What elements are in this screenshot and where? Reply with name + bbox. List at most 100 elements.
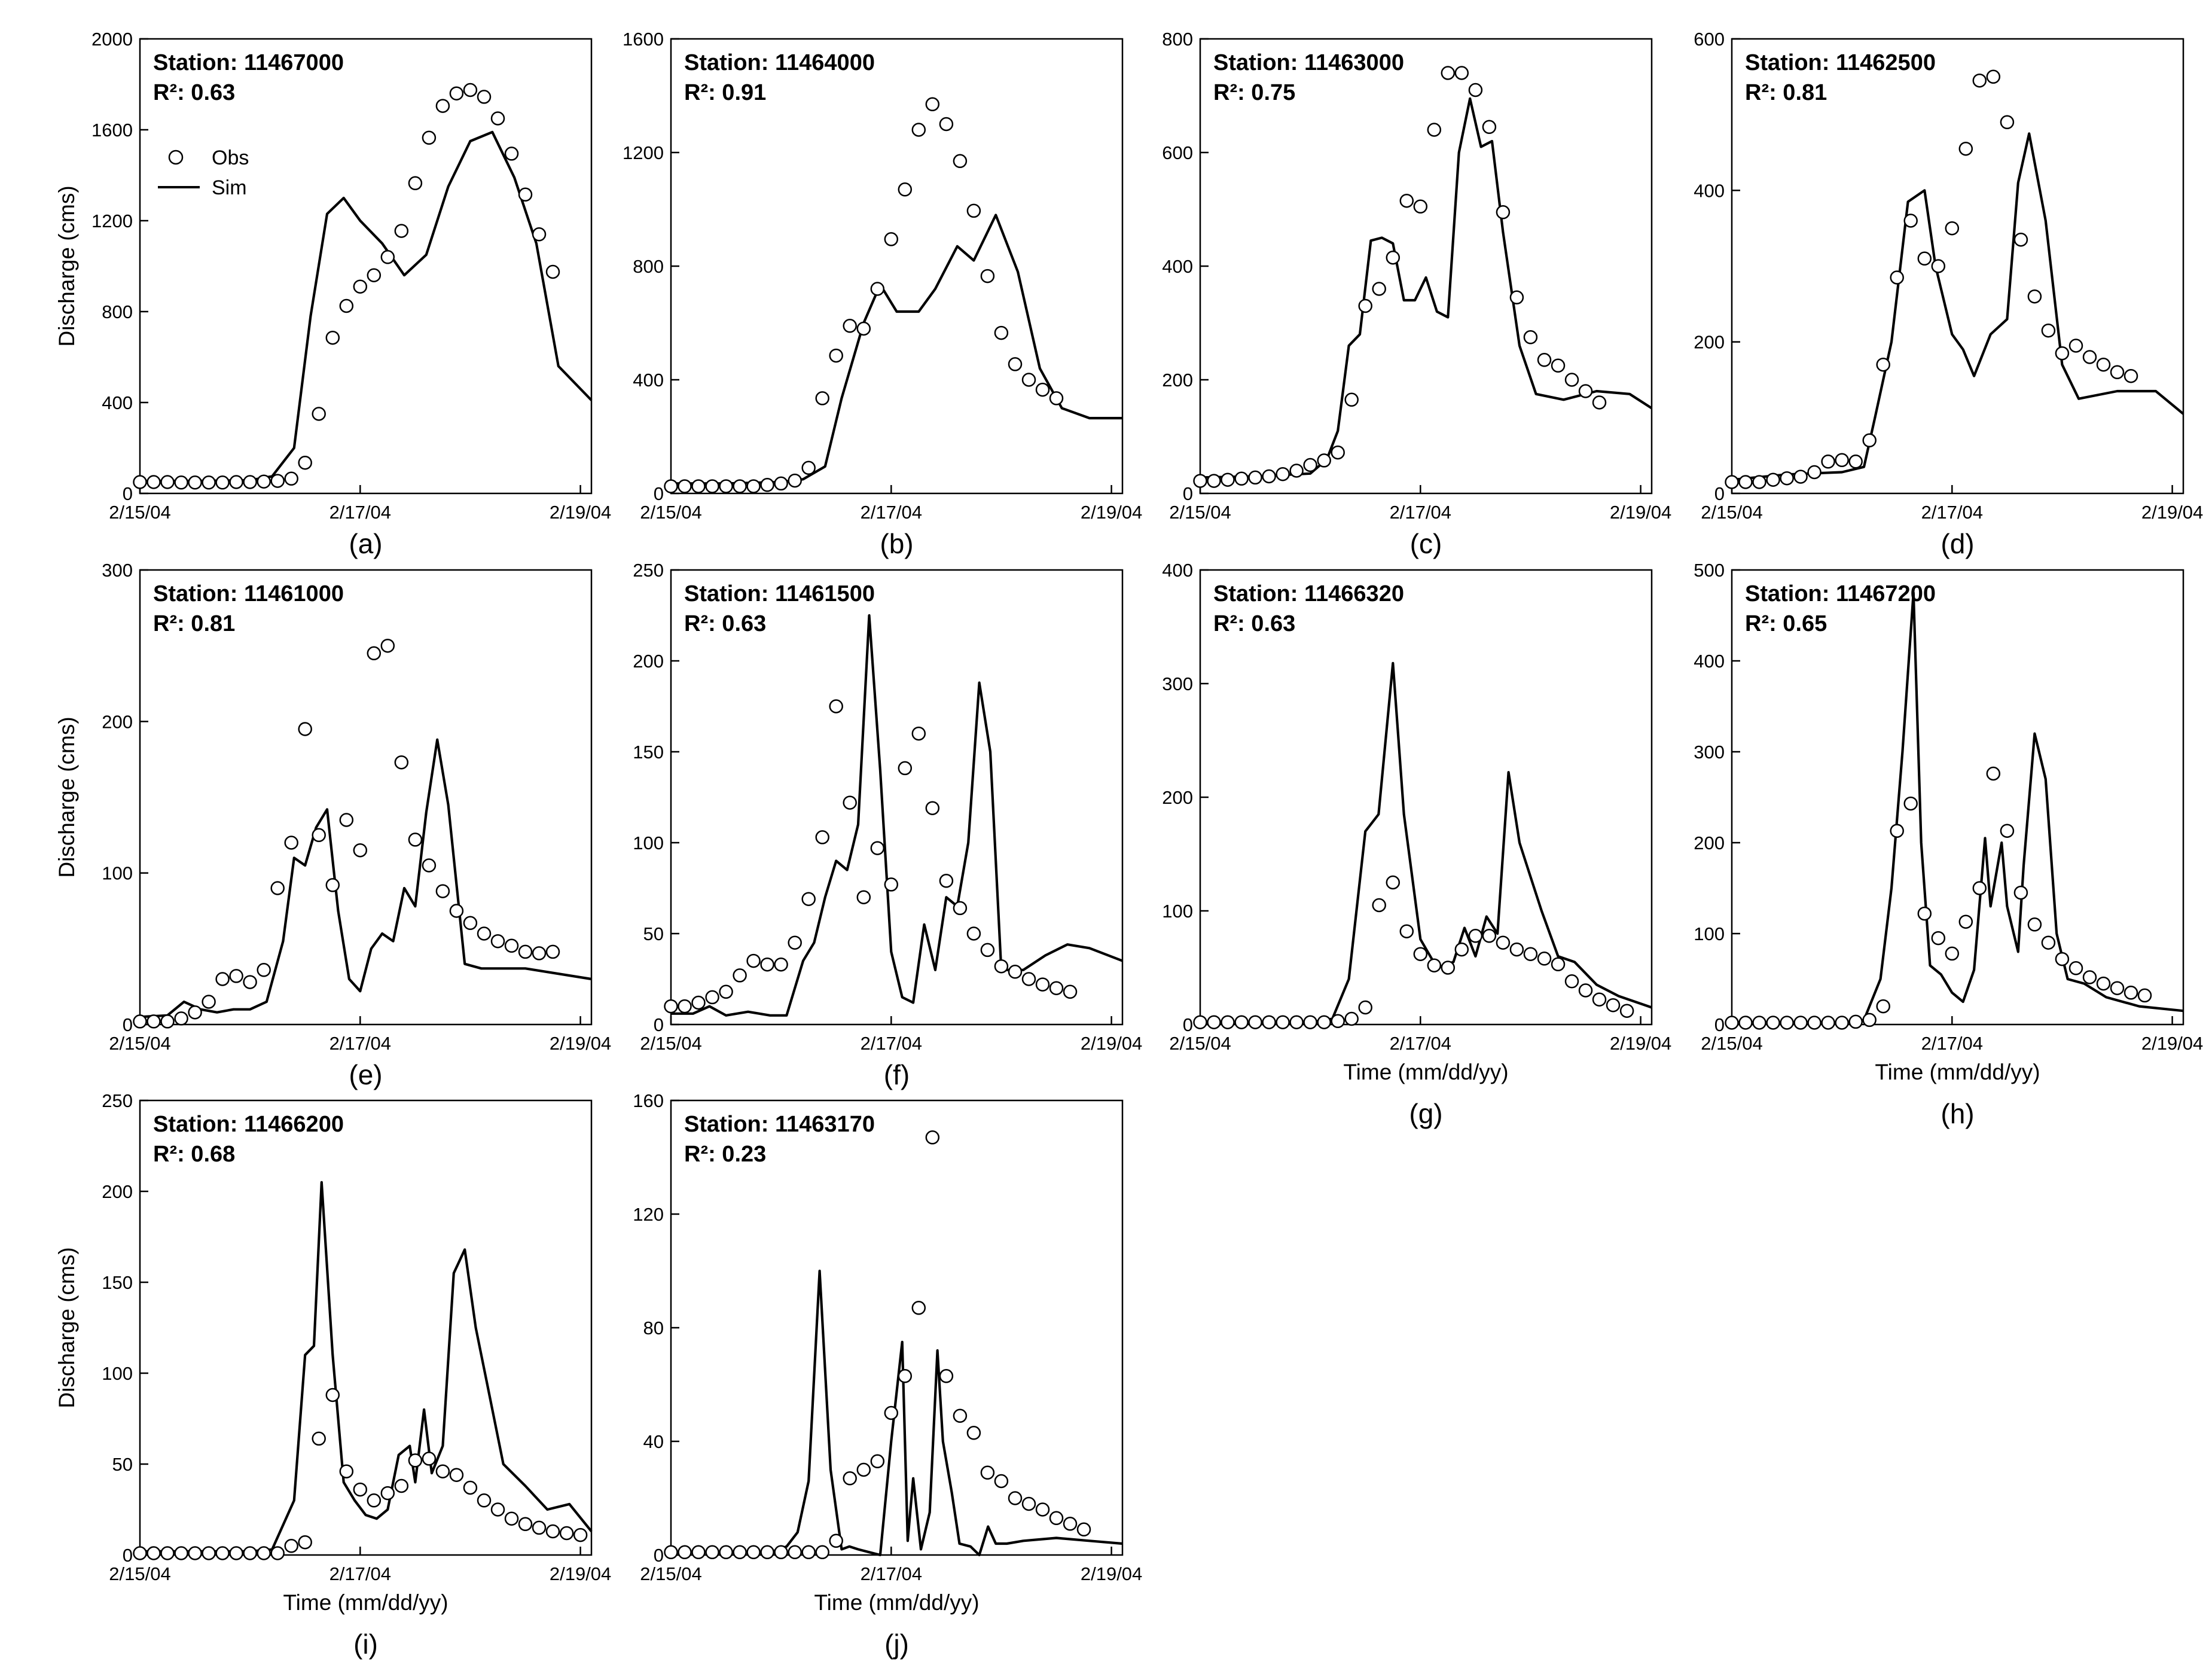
obs-point xyxy=(856,1462,871,1477)
y-tick-label: 0 xyxy=(654,483,664,504)
y-tick-label: 200 xyxy=(1694,332,1725,353)
y-tick-label: 40 xyxy=(643,1431,664,1452)
obs-point xyxy=(477,926,492,941)
obs-point xyxy=(394,224,409,238)
obs-point xyxy=(1793,469,1808,484)
obs-point xyxy=(2013,885,2028,900)
plot-frame xyxy=(670,569,1124,1026)
obs-point xyxy=(1049,981,1064,995)
obs-point xyxy=(1427,958,1442,972)
chart-panel: 0 400 800 1200 1600 2/15/04 2/17/04 2/19/04 Stat… xyxy=(623,29,1142,559)
station-label: Station: 11463170 xyxy=(684,1112,875,1137)
obs-point xyxy=(1413,199,1428,214)
obs-point xyxy=(477,1493,492,1508)
obs-point xyxy=(925,801,940,815)
obs-point xyxy=(1848,455,1863,469)
obs-point xyxy=(815,830,829,844)
obs-point xyxy=(1331,1014,1345,1029)
sim-series-line xyxy=(140,1181,593,1553)
obs-point xyxy=(994,325,1009,340)
obs-point xyxy=(705,479,719,493)
obs-point xyxy=(2137,988,2152,1003)
y-tick-label: 400 xyxy=(1694,180,1725,201)
obs-point xyxy=(1551,358,1566,373)
obs-point xyxy=(270,1546,285,1560)
obs-point xyxy=(1413,947,1428,961)
obs-point xyxy=(953,1408,968,1423)
obs-point xyxy=(2027,917,2042,932)
obs-point xyxy=(1523,330,1538,344)
obs-point xyxy=(298,722,312,736)
obs-point xyxy=(733,968,747,983)
obs-point xyxy=(1468,83,1483,97)
obs-point xyxy=(1807,465,1822,480)
chart-panel: 0 200 400 600 800 2/15/04 2/17/04 2/19/04 Statio… xyxy=(1162,29,1671,559)
panel-tag: (d) xyxy=(1941,528,1974,559)
panel-tag: (i) xyxy=(353,1629,378,1660)
station-label: Station: 11466200 xyxy=(153,1112,344,1137)
r2-label: R²: 0.81 xyxy=(1745,80,1827,105)
obs-point xyxy=(994,1474,1009,1489)
obs-point xyxy=(788,935,802,950)
obs-point xyxy=(532,227,547,242)
obs-point xyxy=(801,461,816,475)
y-tick-label: 150 xyxy=(633,742,664,763)
x-axis-label: Time (mm/dd/yy) xyxy=(1343,1060,1508,1084)
legend-obs-label: Obs xyxy=(212,147,249,169)
x-tick-label: 2/17/04 xyxy=(1390,1033,1451,1054)
plot-frame xyxy=(1199,38,1653,495)
sim-series-line xyxy=(1732,591,2184,1025)
plot-frame xyxy=(670,1099,1124,1556)
obs-point xyxy=(2055,346,2070,361)
sim-series-line xyxy=(671,214,1122,485)
obs-point xyxy=(1931,259,1946,273)
r2-label: R²: 0.63 xyxy=(153,80,235,105)
obs-point xyxy=(664,1545,678,1560)
x-tick-label: 2/19/04 xyxy=(550,1033,611,1054)
obs-point xyxy=(1890,270,1904,285)
obs-point xyxy=(504,147,519,161)
obs-point xyxy=(1221,1015,1235,1029)
obs-point xyxy=(408,176,423,191)
obs-point xyxy=(1972,73,1987,88)
obs-point xyxy=(678,479,692,493)
obs-point xyxy=(1509,942,1524,957)
obs-point xyxy=(746,479,761,493)
obs-point xyxy=(229,969,243,983)
obs-point xyxy=(1752,475,1766,489)
obs-point xyxy=(229,1546,243,1560)
obs-point xyxy=(545,1524,560,1539)
obs-point xyxy=(1752,1016,1766,1030)
x-tick-label: 2/15/04 xyxy=(109,1563,170,1584)
x-axis-label: Time (mm/dd/yy) xyxy=(1875,1060,2040,1084)
obs-point xyxy=(856,321,871,336)
obs-point xyxy=(1331,445,1345,460)
obs-point xyxy=(2013,232,2028,247)
obs-point xyxy=(1780,1016,1794,1030)
y-tick-label: 150 xyxy=(102,1272,133,1293)
sim-series-line xyxy=(1731,132,2184,481)
obs-point xyxy=(953,154,968,169)
obs-point xyxy=(1986,766,2001,781)
obs-point xyxy=(870,282,885,296)
obs-point xyxy=(1303,458,1317,472)
y-tick-label: 1600 xyxy=(91,120,133,141)
obs-point xyxy=(435,99,450,113)
obs-point xyxy=(339,1464,354,1478)
obs-point xyxy=(1221,472,1235,487)
y-tick-label: 0 xyxy=(1183,1014,1193,1035)
x-tick-label: 2/15/04 xyxy=(640,1033,701,1054)
obs-point xyxy=(911,726,926,741)
obs-point xyxy=(1021,373,1036,387)
x-tick-label: 2/15/04 xyxy=(1701,1033,1762,1054)
obs-point xyxy=(1903,796,1918,811)
obs-point xyxy=(884,232,899,246)
obs-point xyxy=(691,1545,706,1560)
obs-point xyxy=(774,1545,788,1560)
obs-point xyxy=(1917,906,1932,921)
obs-point xyxy=(463,916,478,931)
obs-point xyxy=(1386,250,1401,265)
obs-point xyxy=(980,943,995,958)
obs-point xyxy=(1578,983,1593,998)
obs-point xyxy=(980,1465,995,1480)
